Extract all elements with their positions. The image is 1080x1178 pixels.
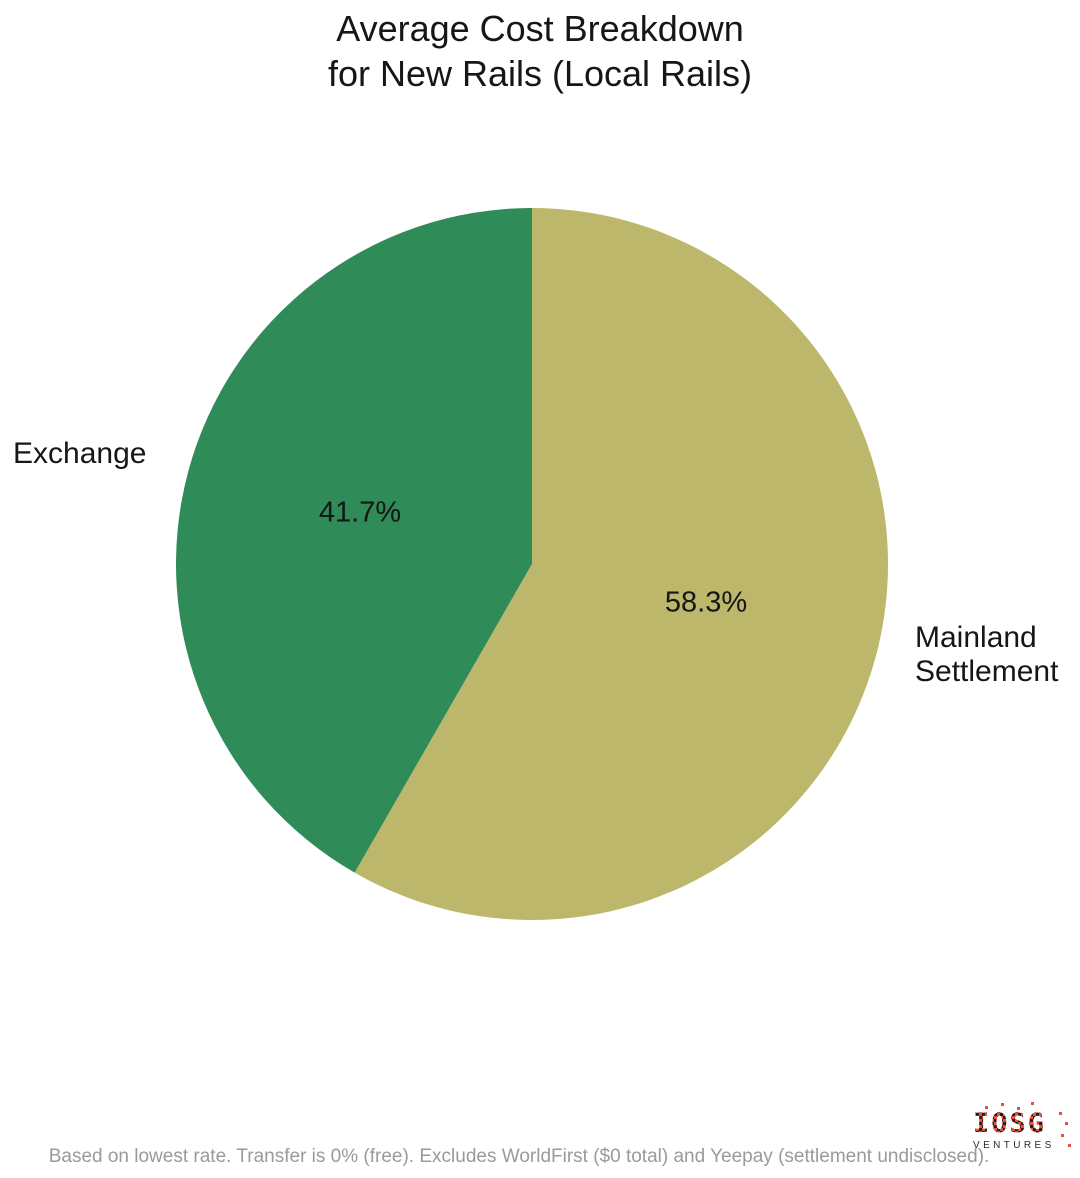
value-label-exchange: 41.7% — [318, 496, 402, 529]
pie-chart — [174, 206, 890, 922]
value-label-mainland-settlement: 58.3% — [664, 586, 748, 619]
chart-title: Average Cost Breakdown for New Rails (Lo… — [327, 8, 753, 94]
iosg-logo-subtext: VENTURES — [973, 1140, 1055, 1151]
pie-slice-exchange — [175, 208, 532, 873]
slice-label-exchange: Exchange — [13, 437, 147, 470]
pie-slice-mainland-settlement — [354, 208, 888, 920]
logo-pixel-dots-decoration — [973, 1110, 976, 1113]
iosg-logo-wordmark: IOSG — [973, 1110, 1069, 1138]
iosg-ventures-logo: IOSG VENTURES — [973, 1110, 1069, 1152]
slice-label-mainland-settlement: Mainland Settlement — [915, 621, 1059, 688]
pie-svg — [175, 208, 888, 920]
footnote: Based on lowest rate. Transfer is 0% (fr… — [48, 1146, 990, 1167]
